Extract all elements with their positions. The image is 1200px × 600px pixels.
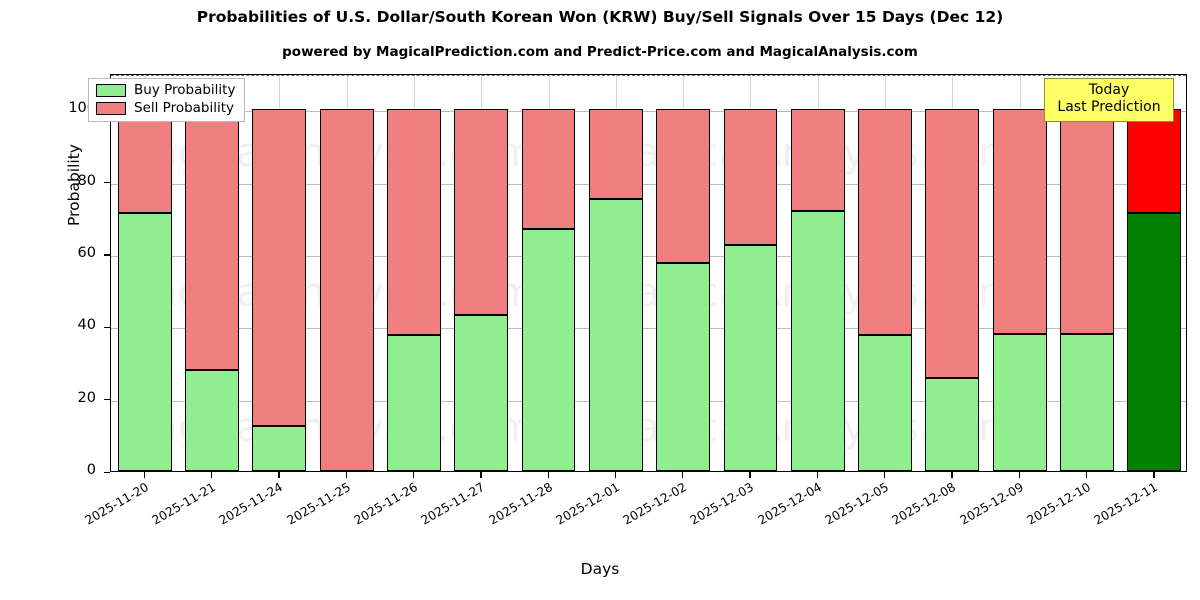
y-tick-label-0: 0 xyxy=(86,462,96,478)
y-tick-label-80: 80 xyxy=(77,172,96,189)
bar-2025-11-28[interactable] xyxy=(521,75,576,471)
x-tick-2025-12-02 xyxy=(682,472,684,478)
x-tick-2025-11-28 xyxy=(547,472,549,478)
x-tick-2025-12-08 xyxy=(951,472,953,478)
y-tick-40 xyxy=(104,326,110,329)
bar-2025-11-21[interactable] xyxy=(185,75,239,471)
bar-segment-sell xyxy=(790,109,845,211)
bar-2025-11-25[interactable] xyxy=(319,75,374,471)
x-tick-2025-11-24 xyxy=(278,472,280,478)
bar-segment-buy xyxy=(117,213,172,471)
bar-segment-sell xyxy=(521,109,576,229)
legend-label-sell: Sell Probability xyxy=(134,99,235,116)
bar-segment-sell xyxy=(454,109,509,315)
gridline-y-60 xyxy=(111,255,1186,257)
bar-today[interactable] xyxy=(1127,75,1182,471)
bar-segment-buy xyxy=(252,426,307,471)
bar-2025-11-27[interactable] xyxy=(454,75,509,471)
chart-subtitle: powered by MagicalPrediction.com and Pre… xyxy=(282,44,918,60)
bar-segment-sell xyxy=(1127,109,1182,214)
bar-segment-sell xyxy=(1060,109,1114,335)
bar-segment-buy xyxy=(1060,334,1114,471)
bar-segment-buy xyxy=(386,334,441,471)
x-tick-2025-12-01 xyxy=(614,472,617,478)
bar-2025-12-08[interactable] xyxy=(925,75,980,471)
bar-segment-buy xyxy=(588,198,643,471)
x-tick-2025-11-20 xyxy=(143,472,145,478)
y-tick-label-40: 40 xyxy=(77,317,96,334)
bar-segment-buy xyxy=(656,262,711,471)
x-tick-2025-12-03 xyxy=(749,472,751,478)
bar-2025-12-10[interactable] xyxy=(1060,75,1114,471)
x-tick-2025-12-04 xyxy=(816,472,819,478)
x-tick-2025-11-25 xyxy=(345,472,347,478)
today-callout: Today Last Prediction xyxy=(1044,78,1174,122)
bar-2025-12-01[interactable] xyxy=(588,75,643,471)
x-tick-2025-11-26 xyxy=(412,472,415,478)
bar-segment-buy xyxy=(521,228,576,471)
y-tick-60 xyxy=(104,254,110,256)
bar-2025-12-04[interactable] xyxy=(790,75,845,471)
x-tick-2025-12-05 xyxy=(884,472,886,478)
gridline-y-40 xyxy=(111,328,1186,330)
bar-segment-buy xyxy=(925,378,980,471)
bar-segment-buy xyxy=(992,334,1047,471)
bar-segment-sell xyxy=(858,109,912,335)
x-tick-2025-11-21 xyxy=(210,472,213,478)
y-tick-0 xyxy=(104,471,110,473)
legend-swatch-sell-icon xyxy=(96,101,126,115)
gridline-y-20 xyxy=(111,400,1186,402)
legend-label-buy: Buy Probability xyxy=(134,82,236,98)
bar-segment-sell xyxy=(588,109,643,199)
gridline-y-80 xyxy=(111,183,1186,185)
x-tick-2025-12-11 xyxy=(1153,472,1155,478)
bar-segment-buy xyxy=(858,334,912,471)
x-axis-label: Days xyxy=(580,560,620,578)
y-tick-label-60: 60 xyxy=(77,244,96,261)
bar-segment-sell xyxy=(992,109,1047,335)
bar-segment-sell xyxy=(723,109,778,246)
bar-segment-buy xyxy=(790,210,845,471)
bar-segment-sell xyxy=(386,109,441,335)
bar-2025-12-03[interactable] xyxy=(723,75,778,471)
bar-segment-buy xyxy=(454,314,509,471)
gridline-y-100 xyxy=(111,111,1186,113)
bar-segment-buy xyxy=(723,245,778,471)
bar-segment-buy xyxy=(185,369,239,471)
plot-inner: MagicalAnalysis.comMagicalAnalysis.comMa… xyxy=(111,75,1186,471)
bar-segment-sell xyxy=(925,109,980,379)
today-callout-line1: Today xyxy=(1088,82,1130,98)
x-tick-2025-12-10 xyxy=(1086,472,1088,478)
bar-2025-12-09[interactable] xyxy=(992,75,1047,471)
y-tick-label-100: 100 xyxy=(68,100,96,117)
x-tick-2025-11-27 xyxy=(480,472,482,478)
bar-2025-12-05[interactable] xyxy=(858,75,912,471)
y-tick-80 xyxy=(104,182,110,184)
reference-dashed-line xyxy=(111,75,1186,76)
bar-2025-12-02[interactable] xyxy=(656,75,711,471)
bar-2025-11-24[interactable] xyxy=(252,75,307,471)
bar-segment-sell xyxy=(117,109,172,214)
y-tick-20 xyxy=(104,399,110,401)
legend-item-buy[interactable]: Buy Probability xyxy=(96,82,236,98)
bar-segment-sell xyxy=(319,109,374,471)
bar-segment-buy xyxy=(1127,213,1182,471)
y-tick-label-20: 20 xyxy=(77,389,96,406)
legend-swatch-buy-icon xyxy=(96,84,126,98)
today-callout-line2: Last Prediction xyxy=(1057,98,1161,115)
bar-2025-11-26[interactable] xyxy=(386,75,441,471)
bar-2025-11-20[interactable] xyxy=(117,75,172,471)
chart-legend: Buy Probability Sell Probability xyxy=(88,78,246,122)
x-tick-2025-12-09 xyxy=(1018,472,1021,478)
bar-segment-sell xyxy=(252,109,307,427)
chart-title: Probabilities of U.S. Dollar/South Korea… xyxy=(196,8,1004,26)
bar-segment-sell xyxy=(185,109,239,370)
plot-area: MagicalAnalysis.comMagicalAnalysis.comMa… xyxy=(110,74,1187,472)
legend-item-sell[interactable]: Sell Probability xyxy=(96,99,235,116)
bar-segment-sell xyxy=(656,109,711,263)
